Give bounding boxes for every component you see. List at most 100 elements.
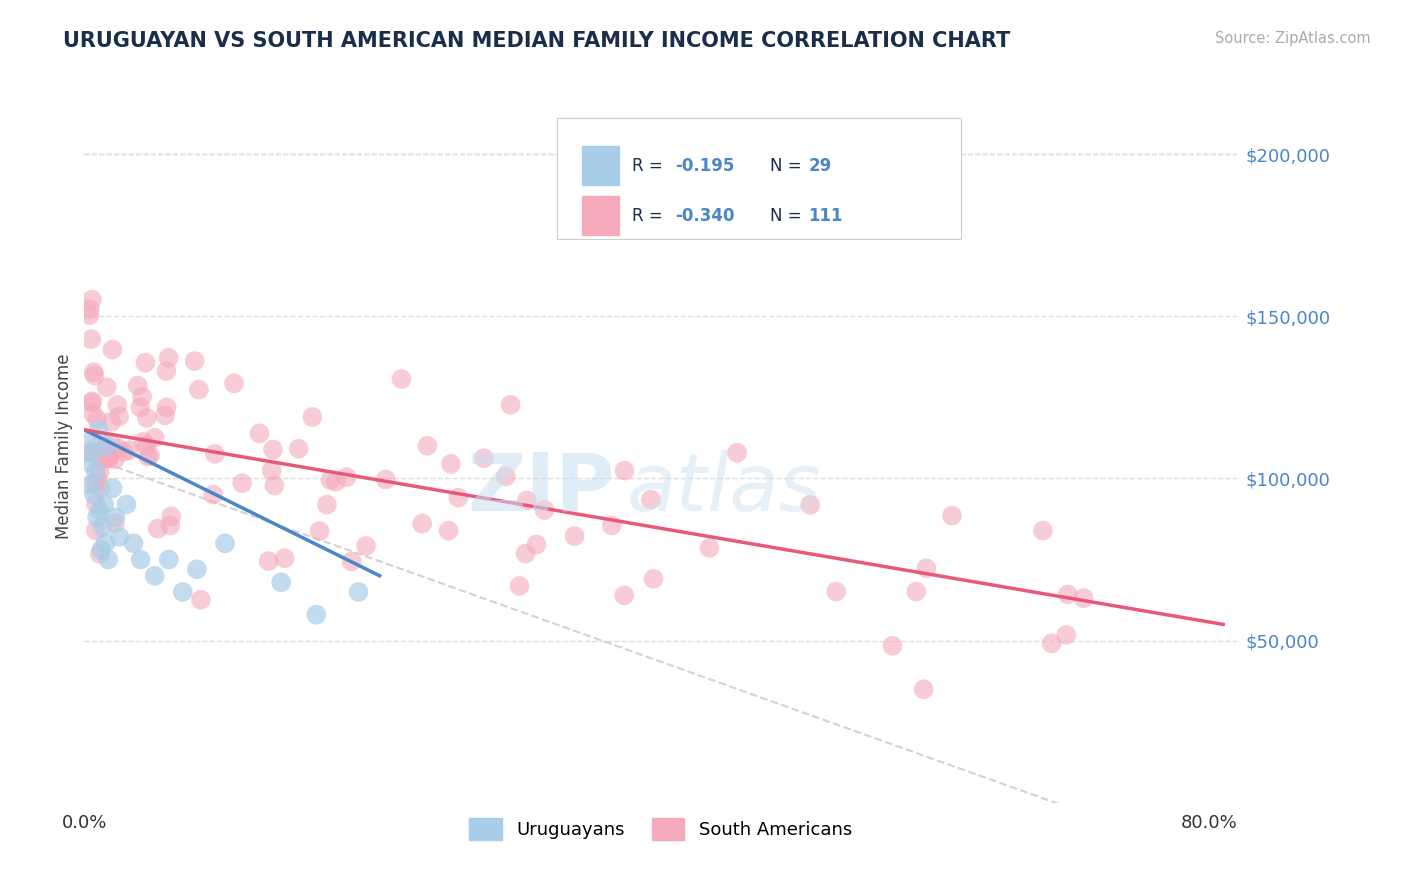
Point (108, 409, 131, 424)
Text: URUGUAYAN VS SOUTH AMERICAN MEDIAN FAMILY INCOME CORRELATION CHART: URUGUAYAN VS SOUTH AMERICAN MEDIAN FAMIL… (63, 31, 1011, 51)
Point (118, 443, 141, 458)
Point (1054, 628, 1077, 642)
Point (270, 575, 292, 590)
Point (157, 351, 180, 365)
Text: R =: R = (633, 207, 668, 225)
Point (472, 451, 495, 466)
Point (135, 410, 157, 425)
Point (79, 478, 101, 492)
Point (447, 491, 470, 505)
Point (411, 516, 433, 531)
Point (134, 356, 156, 370)
Point (115, 497, 138, 511)
Point (143, 431, 166, 445)
Point (437, 524, 460, 538)
Point (86, 510, 108, 524)
Point (86, 473, 108, 487)
Point (104, 452, 127, 467)
Point (905, 584, 928, 599)
Point (319, 473, 342, 487)
Text: -0.195: -0.195 (675, 157, 734, 175)
Point (89, 547, 111, 561)
Point (440, 457, 463, 471)
Point (316, 498, 339, 512)
Point (699, 541, 721, 555)
Point (84, 497, 107, 511)
Point (108, 530, 131, 544)
Point (94, 536, 117, 550)
Point (157, 552, 180, 566)
Point (613, 464, 636, 478)
Point (80, 395, 103, 409)
Point (249, 426, 271, 441)
Point (90, 481, 112, 495)
Point (97, 552, 120, 566)
Point (231, 476, 253, 491)
Text: Source: ZipAtlas.com: Source: ZipAtlas.com (1215, 31, 1371, 46)
Point (640, 492, 662, 507)
Point (101, 481, 124, 495)
Point (725, 445, 748, 459)
Point (204, 447, 226, 461)
Point (186, 562, 208, 576)
Point (146, 522, 169, 536)
Point (79, 308, 101, 322)
Point (84, 441, 107, 455)
Point (159, 518, 181, 533)
Point (287, 442, 309, 456)
Bar (582, 196, 619, 235)
Point (135, 439, 157, 453)
Point (516, 493, 538, 508)
Point (79, 446, 101, 460)
Point (643, 572, 665, 586)
Point (1040, 636, 1063, 650)
Point (515, 547, 537, 561)
Text: N =: N = (770, 207, 807, 225)
Point (222, 376, 245, 391)
Text: ZIP: ZIP (467, 450, 614, 528)
Point (96, 439, 118, 453)
Text: R =: R = (633, 157, 668, 175)
Point (82, 446, 104, 460)
Point (183, 354, 205, 368)
Y-axis label: Median Family Income: Median Family Income (55, 353, 73, 539)
Point (257, 554, 280, 568)
Point (825, 584, 848, 599)
Point (882, 639, 904, 653)
Text: 29: 29 (808, 157, 831, 175)
Point (87, 423, 110, 437)
Point (495, 469, 517, 483)
Point (156, 401, 179, 415)
Point (308, 524, 330, 538)
Point (86, 412, 108, 426)
Point (139, 449, 162, 463)
Point (325, 475, 347, 489)
Point (89, 504, 111, 518)
Point (187, 383, 209, 397)
Point (416, 439, 439, 453)
Point (160, 509, 183, 524)
Point (83, 365, 105, 379)
Point (112, 444, 135, 458)
Point (131, 390, 153, 404)
Text: N =: N = (770, 157, 807, 175)
Point (96, 380, 118, 394)
Point (90, 447, 112, 461)
Point (354, 539, 377, 553)
Point (80, 433, 103, 447)
FancyBboxPatch shape (557, 118, 960, 239)
Bar (582, 146, 619, 186)
Point (108, 442, 131, 456)
Point (101, 343, 124, 357)
Point (97, 451, 120, 466)
Point (82, 407, 104, 421)
Point (84, 465, 107, 479)
Point (122, 536, 145, 550)
Point (79, 301, 101, 316)
Point (263, 478, 285, 492)
Point (98, 451, 121, 466)
Point (190, 592, 212, 607)
Text: 111: 111 (808, 207, 842, 225)
Point (499, 398, 522, 412)
Point (105, 398, 128, 412)
